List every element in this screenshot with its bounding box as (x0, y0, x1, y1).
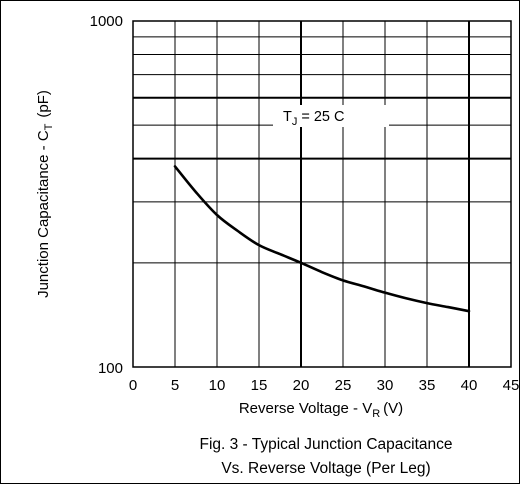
x-tick-label-5: 5 (171, 377, 179, 394)
plot-border (132, 20, 512, 368)
y-axis-title: Junction Capacitance - CT(pF) (35, 90, 55, 298)
figure-caption-line-1: Fig. 3 - Typical Junction Capacitance (199, 436, 452, 453)
y-tick-label-1000: 1000 (90, 13, 123, 30)
x-axis-title: Reverse Voltage - VR (V) (239, 400, 403, 420)
annotation-box (273, 105, 389, 127)
x-tick-label-45: 45 (503, 377, 520, 394)
x-tick-label-25: 25 (335, 377, 352, 394)
figure-caption-line-2: Vs. Reverse Voltage (Per Leg) (221, 460, 430, 477)
y-tick-label-100: 100 (98, 360, 123, 377)
x-tick-label-30: 30 (377, 377, 394, 394)
plot-area (133, 21, 511, 367)
x-tick-label-15: 15 (251, 377, 268, 394)
x-tick-label-0: 0 (129, 377, 137, 394)
x-tick-label-10: 10 (209, 377, 226, 394)
annotation-label: TJ = 25 C (283, 109, 344, 128)
x-tick-labels: 0 5 10 15 20 25 30 35 40 45 (129, 377, 520, 394)
x-tick-label-35: 35 (419, 377, 436, 394)
series-line (173, 165, 471, 313)
x-tick-label-40: 40 (461, 377, 478, 394)
grid-major (133, 21, 511, 367)
x-tick-label-20: 20 (293, 377, 310, 394)
